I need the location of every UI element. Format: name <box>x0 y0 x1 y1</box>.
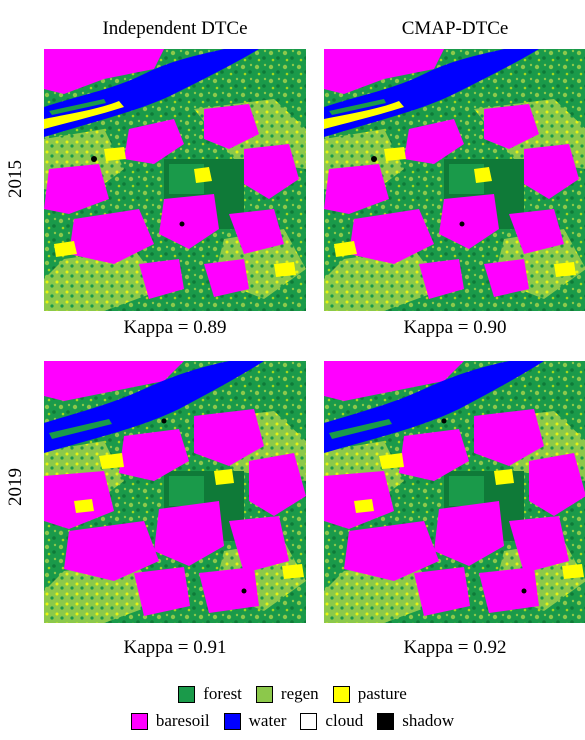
map-panel-2015-cmap <box>324 49 585 311</box>
legend-swatch-shadow <box>377 712 395 730</box>
legend-label-cloud: cloud <box>325 711 364 730</box>
column-title-cmap: CMAP-DTCe <box>401 18 509 39</box>
legend-label-pasture: pasture <box>357 684 407 703</box>
column-title-independent: Independent DTCe <box>102 18 248 39</box>
land-cover-map-2015-cmap <box>324 49 585 311</box>
legend-label-shadow: shadow <box>402 711 455 730</box>
kappa-label-2015-independent: Kappa = 0.89 <box>123 317 227 338</box>
legend-label-forest: forest <box>203 684 242 703</box>
land-cover-map-2019-cmap <box>324 361 585 623</box>
map-panel-2019-cmap <box>324 361 585 623</box>
land-cover-map-2019-independent <box>44 361 306 623</box>
legend-swatch-regen <box>255 685 273 703</box>
kappa-label-2019-independent: Kappa = 0.91 <box>123 637 227 658</box>
land-cover-map-2015-independent <box>44 49 306 311</box>
legend-item-baresoil: baresoil <box>130 711 210 731</box>
legend-label-water: water <box>248 711 287 730</box>
map-panel-2019-independent <box>44 361 306 623</box>
legend-item-pasture: pasture <box>332 684 407 704</box>
legend-swatch-cloud <box>300 712 318 730</box>
row-label-2019: 2019 <box>5 468 26 506</box>
row-label-2015: 2015 <box>5 160 26 198</box>
map-panel-2015-independent <box>44 49 306 311</box>
legend-item-regen: regen <box>255 684 319 704</box>
legend-item-shadow: shadow <box>377 711 454 731</box>
legend-item-cloud: cloud <box>300 711 363 731</box>
kappa-label-2019-cmap: Kappa = 0.92 <box>403 637 507 658</box>
legend-swatch-water <box>223 712 241 730</box>
legend-item-water: water <box>223 711 287 731</box>
legend-swatch-baresoil <box>130 712 148 730</box>
legend-row-1: forest regen pasture <box>0 684 585 704</box>
kappa-label-2015-cmap: Kappa = 0.90 <box>403 317 507 338</box>
legend-label-baresoil: baresoil <box>155 711 210 730</box>
legend-label-regen: regen <box>280 684 319 703</box>
legend-swatch-pasture <box>332 685 350 703</box>
legend-item-forest: forest <box>178 684 242 704</box>
legend-row-2: baresoil water cloud shadow <box>0 711 585 731</box>
legend-swatch-forest <box>178 685 196 703</box>
